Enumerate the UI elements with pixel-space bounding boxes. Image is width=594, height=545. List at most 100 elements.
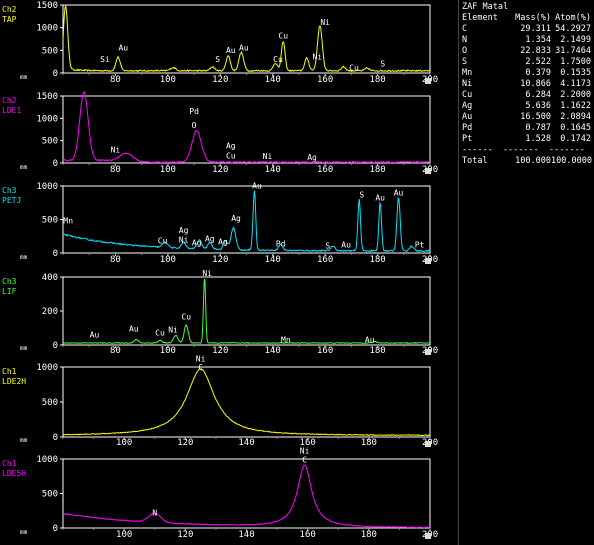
- zaf-mass-cell: 0.787: [525, 123, 551, 133]
- header-mass: Mass(%): [515, 13, 551, 23]
- peak-annotation: Si: [100, 55, 110, 64]
- peak-annotation: O: [192, 121, 197, 130]
- peak-annotation: Ag: [179, 226, 189, 235]
- x-tick-label: 80: [110, 255, 121, 265]
- x-tick-label: 160: [317, 165, 333, 175]
- crystal-label: PETJ: [2, 196, 21, 205]
- x-tick-label: 180: [361, 530, 377, 540]
- spectrum-line: [62, 278, 431, 345]
- x-tick-label: 180: [369, 165, 385, 175]
- zaf-element-cell: C: [462, 24, 468, 34]
- zaf-row: Ni 10.866 4.1173: [462, 79, 592, 90]
- plot-frame: [62, 366, 431, 438]
- y-tick-label: 500: [42, 398, 58, 408]
- zaf-element-cell: Pd: [462, 123, 473, 133]
- zaf-mass-cell: 0.379: [525, 68, 551, 78]
- zaf-element-cell: S: [462, 57, 468, 67]
- x-tick-label: 180: [369, 75, 385, 85]
- x-tick-label: 160: [317, 75, 333, 85]
- zaf-row: Mn 0.379 0.1535: [462, 68, 592, 79]
- y-tick-label: 0: [53, 433, 58, 443]
- y-tick-label: 400: [42, 273, 58, 283]
- peak-annotation: Cu: [155, 329, 165, 338]
- peak-annotation: Ag: [192, 239, 202, 248]
- x-tick-label: 140: [265, 165, 281, 175]
- zaf-mass-cell: 16.500: [520, 112, 551, 122]
- y-tick-label: 500: [42, 216, 58, 226]
- peak-annotation: N: [152, 509, 157, 518]
- zaf-atom-cell: 54.2927: [555, 24, 591, 34]
- zaf-row: S 2.522 1.7500: [462, 57, 592, 68]
- plot-frame: [62, 95, 431, 164]
- peak-annotation: Mn: [281, 335, 291, 344]
- zaf-row: N 1.354 2.1499: [462, 35, 592, 46]
- peak-annotation: Ni: [312, 52, 322, 61]
- peak-annotation: Cu: [273, 55, 283, 64]
- x-tick-label: 80: [110, 75, 121, 85]
- zaf-element-cell: Ag: [462, 101, 473, 111]
- zaf-mass-cell: 10.866: [520, 79, 551, 89]
- peak-annotation: Ag: [307, 153, 317, 162]
- crystal-label: LDE2H: [2, 377, 26, 386]
- zaf-title: ZAF Matal: [462, 2, 509, 12]
- crystal-label: TAP: [2, 15, 17, 24]
- x-tick-label: 180: [369, 346, 385, 356]
- x-axis-unit: mm: [20, 345, 28, 352]
- x-tick-label: 160: [300, 438, 316, 448]
- zaf-element-cell: Mn: [462, 68, 473, 78]
- peak-annotation: S: [380, 60, 385, 69]
- header-element: Element: [462, 13, 498, 23]
- zaf-mass-cell: 5.636: [525, 101, 551, 111]
- x-tick-label: 120: [212, 255, 228, 265]
- y-tick-label: 1000: [36, 363, 58, 373]
- peak-annotation: Ni: [196, 354, 206, 363]
- zaf-mass-cell: 22.833: [520, 46, 551, 56]
- peak-annotation: Ni: [320, 18, 330, 27]
- zaf-element-cell: Ni: [462, 79, 473, 89]
- peak-annotation: Cu: [349, 63, 359, 72]
- peak-annotation: Au: [252, 182, 262, 191]
- x-tick-label: 180: [369, 255, 385, 265]
- peak-annotation: Pd: [276, 239, 286, 248]
- spectrum-line: [62, 464, 431, 529]
- spectrum-line: [62, 190, 431, 253]
- zaf-atom-cell: 0.1645: [560, 123, 591, 133]
- x-tick-label: 180: [361, 438, 377, 448]
- peak-annotation: Pt: [415, 241, 425, 250]
- peak-annotation: C: [302, 455, 307, 464]
- x-axis-unit: mm: [20, 529, 28, 536]
- peak-annotation: Pd: [189, 107, 199, 116]
- y-tick-label: 0: [53, 159, 58, 169]
- x-tick-label: 120: [212, 165, 228, 175]
- total-atom: 100.0000: [551, 156, 592, 166]
- y-tick-label: 500: [42, 137, 58, 147]
- peak-annotation: Ni: [263, 152, 273, 161]
- zaf-atom-cell: 1.7500: [560, 57, 591, 67]
- peak-annotation: Ni: [111, 146, 121, 155]
- y-tick-label: 1500: [36, 92, 58, 102]
- total-label: Total: [462, 156, 488, 166]
- zaf-row: Pt 1.528 0.1742: [462, 134, 592, 145]
- plot-frame: [62, 4, 431, 74]
- peak-annotation: C: [198, 363, 203, 372]
- channel-label: Ch2: [2, 96, 17, 105]
- x-tick-label: 160: [300, 530, 316, 540]
- x-tick-label: 140: [265, 255, 281, 265]
- x-axis-unit: mm: [20, 164, 28, 171]
- spectrum-line: [62, 368, 431, 437]
- x-tick-label: 100: [160, 75, 176, 85]
- y-tick-label: 1500: [36, 1, 58, 11]
- panel-scroll-box: [425, 533, 431, 539]
- x-tick-label: 140: [265, 346, 281, 356]
- y-tick-label: 1000: [36, 182, 58, 192]
- zaf-header-row: Element Mass(%) Atom(%): [462, 13, 592, 24]
- panel-scroll-box: [425, 168, 431, 174]
- channel-label: Ch1: [2, 367, 17, 376]
- peak-annotation: Au: [226, 46, 236, 55]
- y-tick-label: 200: [42, 307, 58, 317]
- y-tick-label: 1000: [36, 114, 58, 124]
- total-mass: 100.000: [515, 156, 551, 166]
- peak-annotation: Cu: [158, 237, 168, 246]
- zaf-mass-cell: 29.311: [520, 24, 551, 34]
